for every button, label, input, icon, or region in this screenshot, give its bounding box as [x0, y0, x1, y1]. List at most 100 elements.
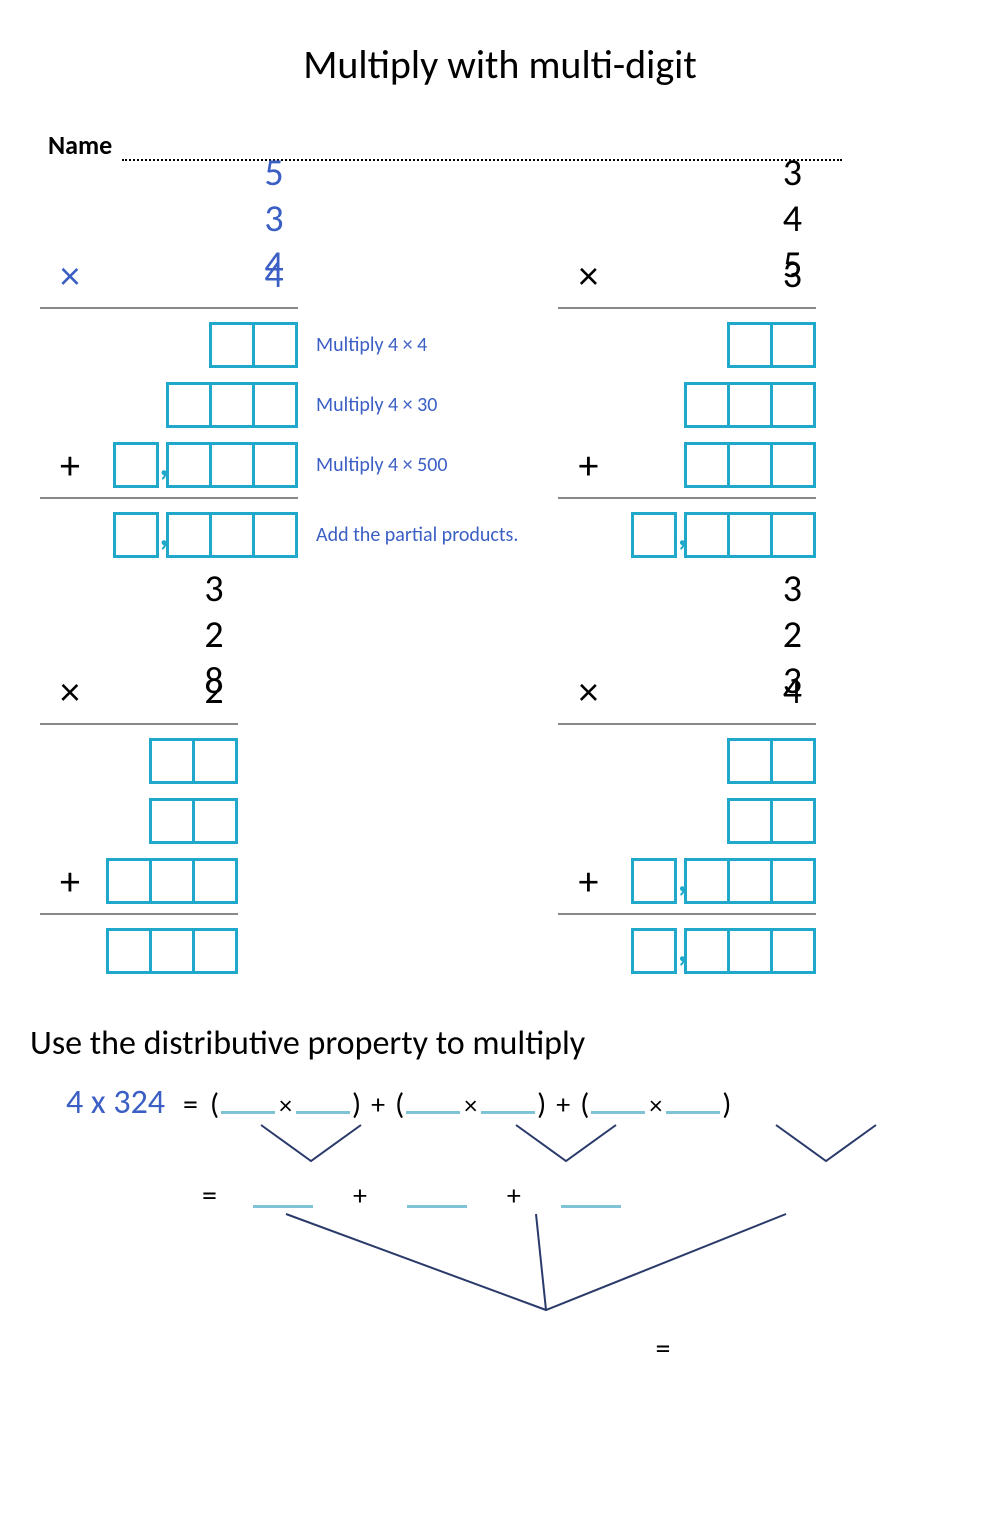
- answer-blank[interactable]: [407, 1184, 467, 1208]
- multiply-sign: ×: [40, 251, 100, 300]
- problems-grid: 5 3 4×4Multiply 4 × 4Multiply 4 × 30+,Mu…: [20, 191, 980, 983]
- answer-box[interactable]: [149, 798, 195, 844]
- answer-box[interactable]: [684, 858, 730, 904]
- answer-box[interactable]: [113, 442, 159, 488]
- equals-sign: =: [656, 1330, 671, 1367]
- close-paren: ): [537, 1086, 546, 1123]
- answer-blank[interactable]: [253, 1184, 313, 1208]
- answer-blank[interactable]: [296, 1090, 350, 1114]
- partial-product-row: Multiply 4 × 30: [40, 377, 518, 433]
- equals-sign: =: [202, 1177, 217, 1214]
- partial-product-row: [558, 793, 960, 849]
- answer-box[interactable]: [209, 512, 255, 558]
- answer-box[interactable]: [727, 322, 773, 368]
- answer-box[interactable]: [727, 738, 773, 784]
- answer-blank[interactable]: [481, 1090, 535, 1114]
- answer-box[interactable]: [684, 382, 730, 428]
- answer-box[interactable]: [727, 798, 773, 844]
- answer-box[interactable]: [770, 858, 816, 904]
- step-hint: Multiply 4 × 500: [316, 453, 448, 477]
- answer-box[interactable]: [684, 512, 730, 558]
- distributive-area: 4 x 324 = (×)+(×)+(×) = + + =: [20, 1082, 980, 1367]
- multiply-sign: ×: [558, 667, 618, 716]
- plus-sign: +: [353, 1178, 367, 1213]
- answer-box[interactable]: [209, 322, 255, 368]
- answer-box[interactable]: [770, 512, 816, 558]
- rule-line: [40, 723, 238, 725]
- answer-blank[interactable]: [591, 1090, 645, 1114]
- distributive-row-3: =: [366, 1330, 960, 1367]
- answer-box[interactable]: [770, 928, 816, 974]
- partial-product-row: [40, 733, 518, 789]
- sum-row: ,: [558, 923, 960, 979]
- multiply-sign: ×: [40, 667, 100, 716]
- problem-p2: 3 4 5×3+,: [558, 191, 960, 567]
- answer-box[interactable]: [166, 512, 212, 558]
- answer-box[interactable]: [727, 512, 773, 558]
- answer-box[interactable]: [727, 928, 773, 974]
- answer-box[interactable]: [770, 382, 816, 428]
- answer-box[interactable]: [684, 928, 730, 974]
- partial-product-row: [558, 317, 960, 373]
- answer-box[interactable]: [770, 322, 816, 368]
- answer-blank[interactable]: [561, 1184, 621, 1208]
- answer-box[interactable]: [166, 442, 212, 488]
- answer-box[interactable]: [209, 442, 255, 488]
- multiplier: 4: [100, 252, 298, 298]
- rule-line: [558, 723, 816, 725]
- answer-box[interactable]: [727, 442, 773, 488]
- plus-sign: +: [558, 857, 618, 906]
- answer-blank[interactable]: [406, 1090, 460, 1114]
- answer-box[interactable]: [631, 512, 677, 558]
- answer-box[interactable]: [192, 858, 238, 904]
- distributive-row-2: = + +: [196, 1177, 960, 1214]
- problem-p1: 5 3 4×4Multiply 4 × 4Multiply 4 × 30+,Mu…: [40, 191, 518, 567]
- answer-box[interactable]: [252, 322, 298, 368]
- answer-blank[interactable]: [666, 1090, 720, 1114]
- answer-box[interactable]: [252, 512, 298, 558]
- answer-box[interactable]: [631, 928, 677, 974]
- answer-box[interactable]: [727, 858, 773, 904]
- answer-box[interactable]: [192, 738, 238, 784]
- answer-box[interactable]: [770, 442, 816, 488]
- rule-line: [40, 913, 238, 915]
- plus-sign: +: [558, 441, 618, 490]
- section-heading: Use the distributive property to multipl…: [30, 1023, 980, 1064]
- equals-sign: =: [183, 1086, 198, 1123]
- page-title: Multiply with multi-digit: [20, 40, 980, 89]
- plus-sign: +: [40, 441, 100, 490]
- answer-box[interactable]: [631, 858, 677, 904]
- answer-box[interactable]: [684, 442, 730, 488]
- rule-line: [40, 307, 298, 309]
- plus-sign: +: [40, 857, 100, 906]
- multiplier: 2: [100, 668, 238, 714]
- answer-box[interactable]: [106, 928, 152, 974]
- answer-box[interactable]: [106, 858, 152, 904]
- answer-blank[interactable]: [221, 1090, 275, 1114]
- times-sign: ×: [464, 1089, 477, 1121]
- answer-box[interactable]: [192, 798, 238, 844]
- v-connector-row2: [226, 1210, 926, 1330]
- close-paren: ): [722, 1086, 731, 1123]
- answer-box[interactable]: [252, 442, 298, 488]
- answer-box[interactable]: [770, 798, 816, 844]
- worksheet-page: Multiply with multi-digit Name 5 3 4×4Mu…: [0, 0, 1000, 1407]
- answer-box[interactable]: [252, 382, 298, 428]
- problem-p4: 3 2 3×4+,,: [558, 607, 960, 983]
- distributive-row-1: 4 x 324 = (×)+(×)+(×): [66, 1082, 960, 1123]
- answer-box[interactable]: [113, 512, 159, 558]
- plus-sign: +: [507, 1178, 521, 1213]
- plus-sign: +: [371, 1087, 385, 1122]
- answer-box[interactable]: [209, 382, 255, 428]
- dist-lhs: 4 x 324: [66, 1082, 165, 1123]
- answer-box[interactable]: [149, 858, 195, 904]
- partial-product-row: [558, 733, 960, 789]
- answer-box[interactable]: [149, 738, 195, 784]
- answer-box[interactable]: [192, 928, 238, 974]
- answer-box[interactable]: [166, 382, 212, 428]
- answer-box[interactable]: [727, 382, 773, 428]
- partial-product-row: +,Multiply 4 × 500: [40, 437, 518, 493]
- answer-box[interactable]: [149, 928, 195, 974]
- answer-box[interactable]: [770, 738, 816, 784]
- rule-line: [558, 497, 816, 499]
